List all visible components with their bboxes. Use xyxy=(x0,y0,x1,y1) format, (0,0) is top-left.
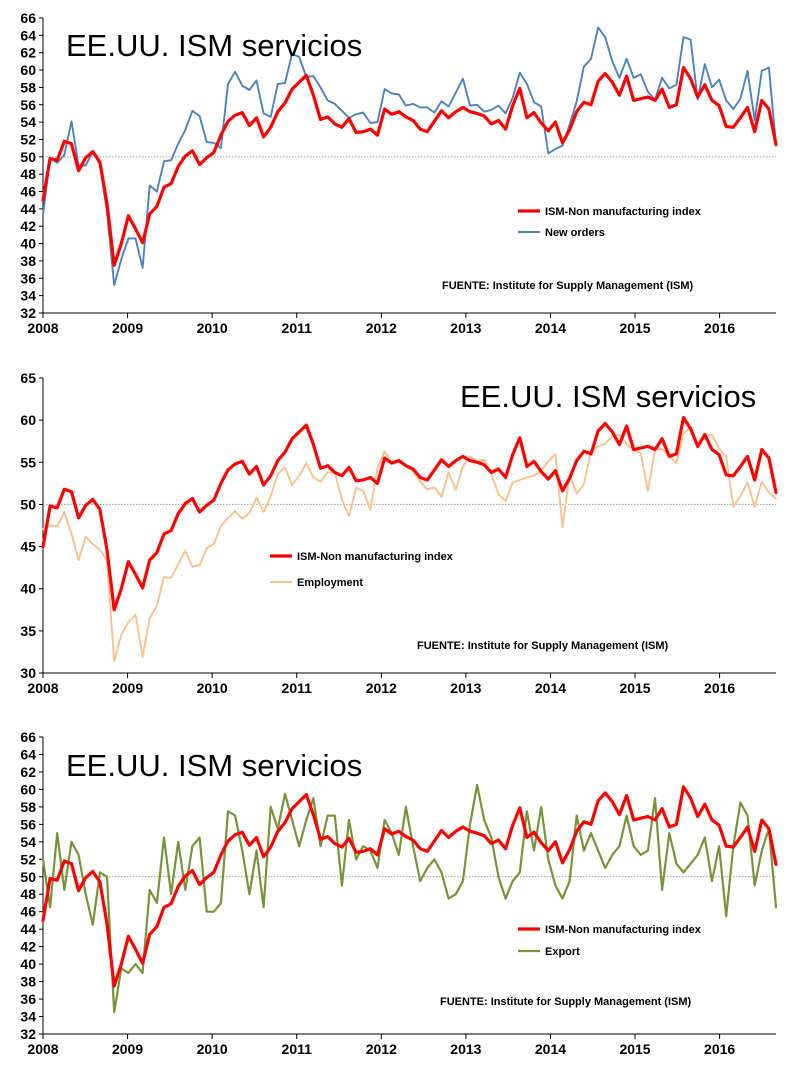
y-tick-label: 32 xyxy=(20,305,36,321)
y-tick-label: 34 xyxy=(20,288,36,304)
source-note: FUENTE: Institute for Supply Management … xyxy=(417,640,669,652)
y-tick-label: 56 xyxy=(20,97,36,113)
y-tick-label: 55 xyxy=(20,454,36,470)
y-tick-label: 58 xyxy=(20,79,36,95)
series-line-ism-non-manufacturing-index xyxy=(41,65,778,267)
legend-label: ISM-Non manufacturing index xyxy=(545,924,702,936)
x-tick-label: 2014 xyxy=(535,320,566,336)
x-tick-label: 2010 xyxy=(197,680,228,696)
x-tick-label: 2013 xyxy=(450,680,481,696)
y-tick-label: 38 xyxy=(20,253,36,269)
x-tick-label: 2015 xyxy=(619,320,650,336)
y-tick-label: 32 xyxy=(20,1026,36,1042)
y-tick-label: 58 xyxy=(20,799,36,815)
y-tick-label: 45 xyxy=(20,539,36,555)
chart-title: EE.UU. ISM servicios xyxy=(66,748,362,783)
y-tick-label: 38 xyxy=(20,974,36,990)
y-tick-label: 66 xyxy=(20,10,36,26)
y-tick-label: 62 xyxy=(20,45,36,61)
y-tick-label: 36 xyxy=(20,270,36,286)
y-tick-label: 52 xyxy=(20,131,36,147)
y-tick-label: 66 xyxy=(20,729,36,745)
x-tick-label: 2008 xyxy=(27,1041,58,1057)
chart-title: EE.UU. ISM servicios xyxy=(460,379,756,414)
y-tick-label: 40 xyxy=(20,236,36,252)
y-tick-label: 35 xyxy=(20,623,36,639)
y-tick-label: 34 xyxy=(20,1009,36,1025)
x-tick-label: 2013 xyxy=(450,320,481,336)
x-tick-label: 2015 xyxy=(619,1041,650,1057)
y-tick-label: 50 xyxy=(20,496,36,512)
y-tick-label: 46 xyxy=(20,184,36,200)
y-tick-label: 62 xyxy=(20,764,36,780)
x-tick-label: 2011 xyxy=(282,1041,313,1057)
y-tick-label: 42 xyxy=(20,939,36,955)
legend-label: Employment xyxy=(297,577,363,589)
x-tick-label: 2008 xyxy=(27,680,58,696)
x-tick-label: 2013 xyxy=(450,1041,481,1057)
y-tick-label: 54 xyxy=(20,114,36,130)
chart-panel-2: 30 35 40 45 50 55 60 65 2008 2009 2010 2011 2012 2013… xyxy=(20,370,778,696)
legend-label: ISM-Non manufacturing index xyxy=(297,551,454,563)
y-tick-label: 64 xyxy=(20,27,36,43)
series-line-export xyxy=(41,783,778,1014)
x-tick-label: 2010 xyxy=(197,1041,228,1057)
x-tick-label: 2014 xyxy=(535,680,566,696)
y-tick-label: 48 xyxy=(20,166,36,182)
x-tick-label: 2012 xyxy=(366,1041,397,1057)
x-tick-label: 2014 xyxy=(535,1041,566,1057)
x-tick-label: 2016 xyxy=(704,680,735,696)
x-tick-label: 2012 xyxy=(366,680,397,696)
y-tick-label: 44 xyxy=(20,201,36,217)
y-tick-label: 30 xyxy=(20,665,36,681)
x-tick-label: 2016 xyxy=(704,1041,735,1057)
legend-label: Export xyxy=(545,946,580,958)
y-tick-label: 52 xyxy=(20,851,36,867)
series-line-employment xyxy=(42,425,777,663)
source-note: FUENTE: Institute for Supply Management … xyxy=(442,280,694,292)
x-tick-label: 2012 xyxy=(366,320,397,336)
x-tick-label: 2009 xyxy=(112,320,143,336)
y-tick-label: 64 xyxy=(20,746,36,762)
x-tick-label: 2010 xyxy=(197,320,228,336)
y-tick-label: 54 xyxy=(20,834,36,850)
x-tick-label: 2011 xyxy=(282,320,313,336)
legend-label: New orders xyxy=(545,227,605,239)
x-tick-label: 2011 xyxy=(282,680,313,696)
chart-title: EE.UU. ISM servicios xyxy=(66,28,362,63)
series-line-ism-non-manufacturing-index xyxy=(41,416,778,612)
y-tick-label: 50 xyxy=(20,869,36,885)
y-tick-label: 36 xyxy=(20,991,36,1007)
y-tick-label: 40 xyxy=(20,581,36,597)
x-tick-label: 2016 xyxy=(704,320,735,336)
y-tick-label: 40 xyxy=(20,956,36,972)
y-tick-label: 50 xyxy=(20,149,36,165)
y-tick-label: 46 xyxy=(20,904,36,920)
x-tick-label: 2015 xyxy=(619,680,650,696)
y-tick-label: 48 xyxy=(20,886,36,902)
y-tick-label: 56 xyxy=(20,816,36,832)
y-tick-label: 60 xyxy=(20,62,36,78)
x-tick-label: 2009 xyxy=(112,680,143,696)
y-tick-label: 42 xyxy=(20,218,36,234)
legend-label: ISM-Non manufacturing index xyxy=(545,206,702,218)
source-note: FUENTE: Institute for Supply Management … xyxy=(440,996,692,1008)
x-tick-label: 2008 xyxy=(27,320,58,336)
y-tick-label: 60 xyxy=(20,781,36,797)
y-tick-label: 65 xyxy=(20,370,36,386)
y-tick-label: 60 xyxy=(20,412,36,428)
series-line-ism-non-manufacturing-index xyxy=(41,785,778,988)
y-tick-label: 44 xyxy=(20,921,36,937)
x-tick-label: 2009 xyxy=(112,1041,143,1057)
